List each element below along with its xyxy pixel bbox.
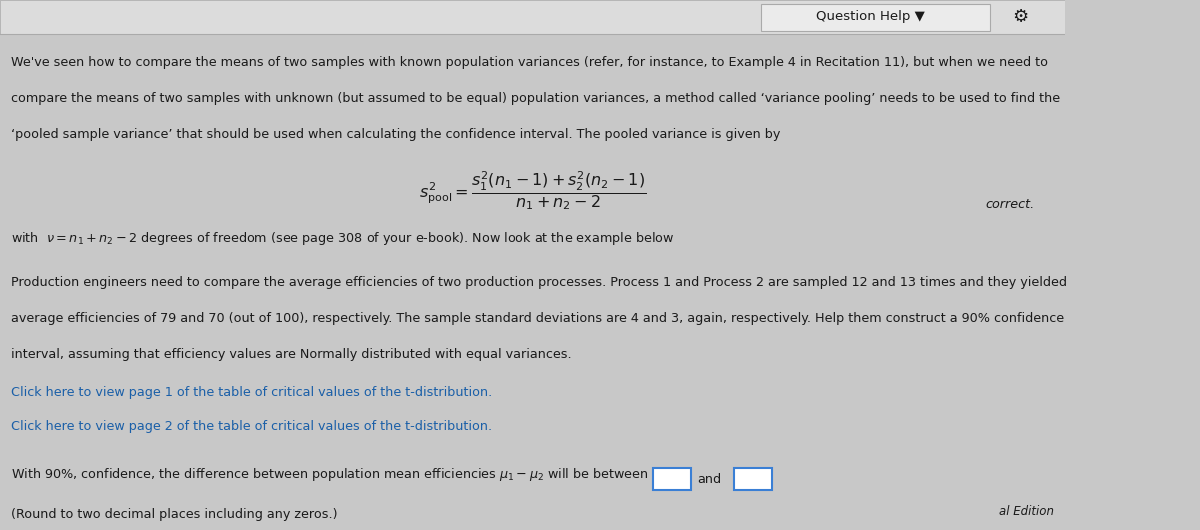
Text: Production engineers need to compare the average efficiencies of two production : Production engineers need to compare the… (11, 276, 1067, 289)
Text: Click here to view page 1 of the table of critical values of the t-distribution.: Click here to view page 1 of the table o… (11, 386, 492, 400)
Text: (Round to two decimal places including any zeros.): (Round to two decimal places including a… (11, 508, 337, 521)
Text: Question Help ▼: Question Help ▼ (816, 11, 925, 23)
Text: and: and (697, 473, 721, 485)
Text: with  $\nu=n_1+n_2-2$ degrees of freedom (see page 308 of your e-book). Now look: with $\nu=n_1+n_2-2$ degrees of freedom … (11, 230, 674, 247)
Text: ⚙: ⚙ (1012, 8, 1028, 26)
Text: We've seen how to compare the means of two samples with known population varianc: We've seen how to compare the means of t… (11, 56, 1048, 69)
FancyBboxPatch shape (761, 4, 990, 31)
Text: compare the means of two samples with unknown (but assumed to be equal) populati: compare the means of two samples with un… (11, 92, 1060, 105)
Text: $s^2_{\mathrm{pool}} = \dfrac{s^2_1(n_1-1)+s^2_2(n_2-1)}{n_1+n_2-2}$: $s^2_{\mathrm{pool}} = \dfrac{s^2_1(n_1-… (419, 169, 646, 212)
Text: With 90%, confidence, the difference between population mean efficiencies $\mu_1: With 90%, confidence, the difference bet… (11, 466, 648, 483)
Text: interval, assuming that efficiency values are Normally distributed with equal va: interval, assuming that efficiency value… (11, 348, 571, 361)
Text: average efficiencies of 79 and 70 (out of 100), respectively. The sample standar: average efficiencies of 79 and 70 (out o… (11, 312, 1063, 325)
Text: Click here to view page 2 of the table of critical values of the t-distribution.: Click here to view page 2 of the table o… (11, 420, 492, 433)
Text: ‘pooled sample variance’ that should be used when calculating the confidence int: ‘pooled sample variance’ that should be … (11, 128, 780, 141)
Text: al Edition: al Edition (1000, 505, 1054, 518)
FancyBboxPatch shape (653, 468, 691, 490)
Text: correct.: correct. (985, 198, 1034, 210)
FancyBboxPatch shape (0, 0, 1064, 34)
FancyBboxPatch shape (733, 468, 772, 490)
